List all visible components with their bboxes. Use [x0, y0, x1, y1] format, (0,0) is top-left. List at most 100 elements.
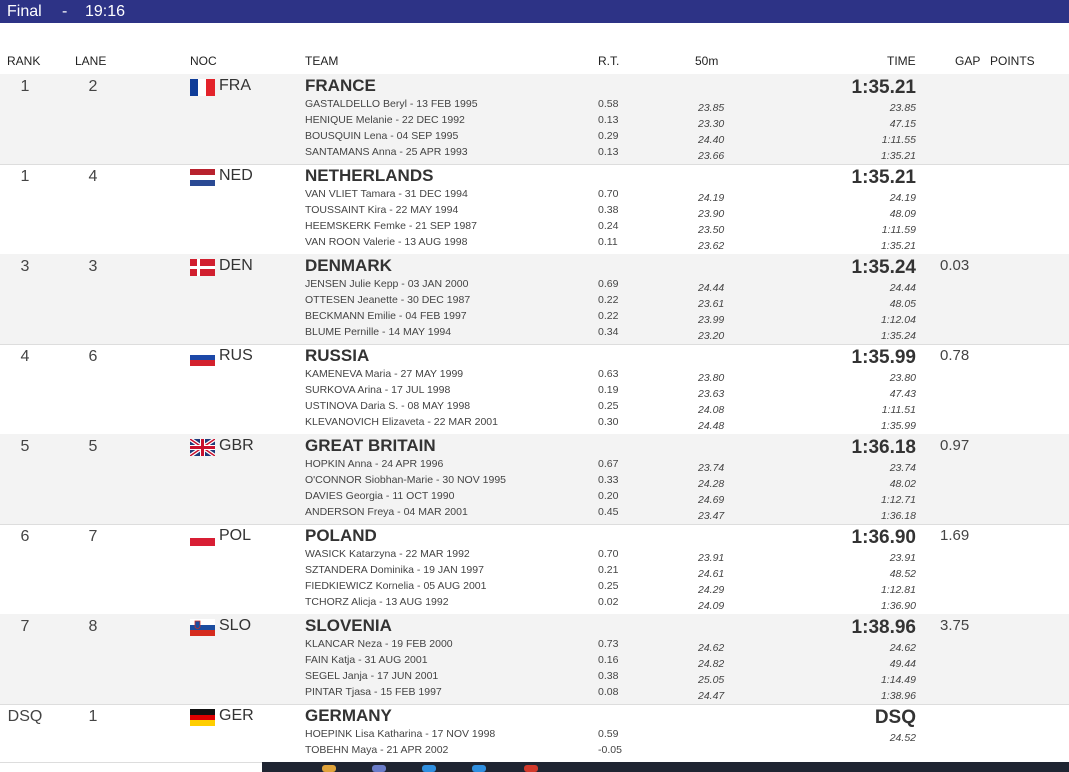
taskbar-app-icon[interactable]: [322, 765, 336, 772]
athlete-name: VAN ROON Valerie - 13 AUG 1998: [305, 236, 468, 248]
reaction-time: 0.38: [598, 670, 619, 682]
reaction-time: 0.02: [598, 596, 619, 608]
athlete-name: TOBEHN Maya - 21 APR 2002: [305, 744, 449, 756]
split-50m: 23.90: [698, 208, 725, 220]
cumulative-time: 1:14.49: [880, 674, 916, 686]
reaction-time: 0.73: [598, 638, 619, 650]
athlete-name: HOEPINK Lisa Katharina - 17 NOV 1998: [305, 728, 496, 740]
split-50m: 24.62: [698, 642, 725, 654]
reaction-time: 0.22: [598, 310, 619, 322]
cumulative-time: 24.44: [889, 282, 916, 294]
athlete-name: PINTAR Tjasa - 15 FEB 1997: [305, 686, 442, 698]
team-row-den: 3 3 DEN DENMARK 1:35.24 0.03 JENSEN Julie Kepp…: [0, 254, 1069, 345]
cumulative-time: 48.02: [889, 478, 916, 490]
split-50m: 23.74: [698, 462, 725, 474]
athlete-name: TCHORZ Alicja - 13 AUG 1992: [305, 596, 449, 608]
reaction-time: 0.59: [598, 728, 619, 740]
rank: 5: [20, 438, 30, 455]
reaction-time: 0.70: [598, 188, 619, 200]
athlete-name: KLANCAR Neza - 19 FEB 2000: [305, 638, 453, 650]
reaction-time: 0.13: [598, 114, 619, 126]
noc-code: RUS: [219, 347, 253, 364]
split-50m: 23.66: [698, 150, 725, 162]
col-lane: LANE: [75, 54, 107, 68]
split-50m: 24.09: [698, 600, 725, 612]
reaction-time: 0.29: [598, 130, 619, 142]
split-50m: 23.91: [698, 552, 725, 564]
split-50m: 23.47: [698, 510, 725, 522]
athlete-name: BECKMANN Emilie - 04 FEB 1997: [305, 310, 467, 322]
noc-code: GBR: [219, 437, 254, 454]
split-50m: 23.62: [698, 240, 725, 252]
team-name: RUSSIA: [305, 346, 370, 365]
split-50m: 24.29: [698, 584, 725, 596]
cumulative-time: 1:35.21: [880, 150, 916, 162]
lane: 7: [88, 528, 98, 545]
athlete-name: DAVIES Georgia - 11 OCT 1990: [305, 490, 455, 502]
athlete-name: SZTANDERA Dominika - 19 JAN 1997: [305, 564, 484, 576]
athlete-name: SEGEL Janja - 17 JUN 2001: [305, 670, 439, 682]
cumulative-time: 23.74: [889, 462, 916, 474]
taskbar-app-icon[interactable]: [422, 765, 436, 772]
split-50m: 23.30: [698, 118, 725, 130]
rank: DSQ: [7, 708, 43, 725]
team-gap: 0.78: [940, 347, 970, 364]
rank: 7: [20, 618, 30, 635]
athlete-row: FAIN Katja - 31 AUG 2001 0.16 24.82 49.44: [0, 654, 1069, 670]
split-50m: 23.50: [698, 224, 725, 236]
team-name: DENMARK: [305, 256, 392, 275]
team-row-ger: DSQ 1 GER GERMANY DSQ HOEPINK Lisa Katharina …: [0, 704, 1069, 763]
rank: 3: [20, 258, 30, 275]
flag-ger-icon: [190, 709, 215, 726]
athlete-row: SZTANDERA Dominika - 19 JAN 1997 0.21 24.6…: [0, 564, 1069, 580]
athlete-name: GASTALDELLO Beryl - 13 FEB 1995: [305, 98, 478, 110]
athlete-row: USTINOVA Daria S. - 08 MAY 1998 0.25 24.08…: [0, 400, 1069, 416]
team-gap: 0.97: [940, 437, 970, 454]
cumulative-time: 24.19: [889, 192, 916, 204]
taskbar: [262, 762, 1069, 772]
reaction-time: 0.34: [598, 326, 619, 338]
athlete-name: BOUSQUIN Lena - 04 SEP 1995: [305, 130, 459, 142]
athlete-row: FIEDKIEWICZ Kornelia - 05 AUG 2001 0.25 24…: [0, 580, 1069, 596]
cumulative-time: 1:38.96: [880, 690, 916, 702]
col-noc: NOC: [190, 54, 217, 68]
taskbar-app-icon[interactable]: [524, 765, 538, 772]
team-gap: 3.75: [940, 617, 970, 634]
col-gap: GAP: [955, 54, 981, 68]
cumulative-time: 23.80: [889, 372, 916, 384]
lane: 5: [88, 438, 98, 455]
flag-fra-icon: [190, 79, 215, 96]
athlete-row: BOUSQUIN Lena - 04 SEP 1995 0.29 24.40 1:11…: [0, 130, 1069, 146]
rank: 1: [20, 78, 30, 95]
split-50m: 23.20: [698, 330, 725, 342]
athlete-row: SEGEL Janja - 17 JUN 2001 0.38 25.05 1:14.4…: [0, 670, 1069, 686]
athlete-name: SANTAMANS Anna - 25 APR 1993: [305, 146, 468, 158]
athlete-row: PINTAR Tjasa - 15 FEB 1997 0.08 24.47 1:38.…: [0, 686, 1069, 702]
rank: 6: [20, 528, 30, 545]
taskbar-app-icon[interactable]: [472, 765, 486, 772]
team-name: GERMANY: [305, 706, 392, 725]
team-time: DSQ: [874, 707, 916, 728]
athlete-row: WASICK Katarzyna - 22 MAR 1992 0.70 23.91 2…: [0, 548, 1069, 564]
cumulative-time: 49.44: [889, 658, 916, 670]
cumulative-time: 47.15: [889, 118, 916, 130]
col-rt: R.T.: [598, 54, 620, 68]
cumulative-time: 24.62: [889, 642, 916, 654]
team-time: 1:36.90: [851, 527, 916, 548]
team-row-slo: 7 8 SLO SLOVENIA 1:38.96 3.75 KLANCAR Neza - 1…: [0, 614, 1069, 705]
athlete-row: HOPKIN Anna - 24 APR 1996 0.67 23.74 23.74: [0, 458, 1069, 474]
noc-code: SLO: [219, 617, 252, 634]
split-50m: 24.19: [698, 192, 725, 204]
team-gap: 0.03: [940, 257, 970, 274]
split-50m: 23.63: [698, 388, 725, 400]
taskbar-app-icon[interactable]: [372, 765, 386, 772]
reaction-time: 0.25: [598, 400, 619, 412]
start-time: 19:16: [85, 3, 126, 20]
reaction-time: 0.22: [598, 294, 619, 306]
col-team: TEAM: [305, 54, 339, 68]
lane: 4: [88, 168, 98, 185]
reaction-time: 0.58: [598, 98, 619, 110]
athlete-row: KLEVANOVICH Elizaveta - 22 MAR 2001 0.30 2…: [0, 416, 1069, 432]
split-50m: 24.28: [698, 478, 725, 490]
col-points: POINTS: [990, 54, 1035, 68]
